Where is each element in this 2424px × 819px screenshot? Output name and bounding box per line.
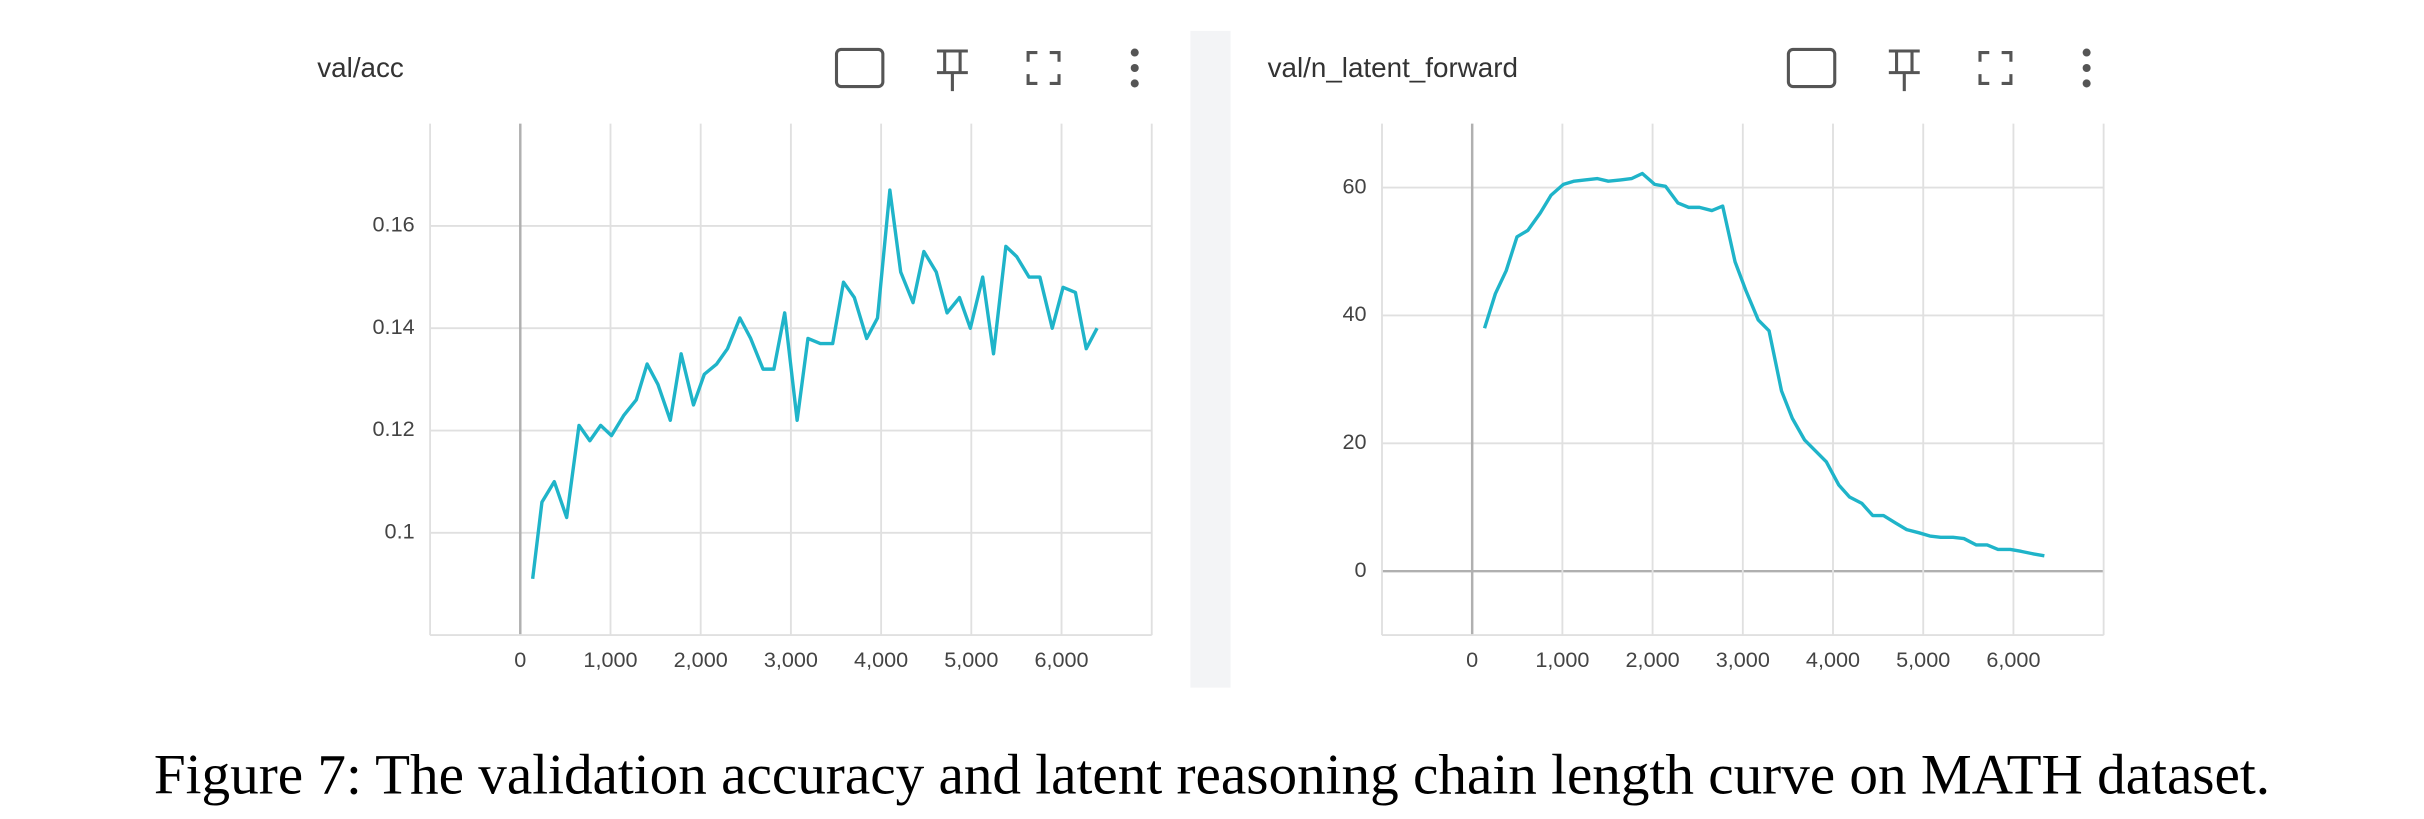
x-tick-label: 3,000 [764,647,818,672]
icon-fit[interactable] [1786,47,1837,89]
y-tick-label: 0.1 [385,519,415,544]
icon-pin[interactable] [1888,49,1920,92]
x-tick-label: 5,000 [944,647,998,672]
x-tick-label: 6,000 [1034,647,1088,672]
y-tick-label: 0 [1354,557,1366,582]
icon-menu[interactable] [1130,48,1139,88]
y-tick-label: 0.16 [373,212,415,237]
icon-fit[interactable] [834,47,885,89]
icon-pin[interactable] [936,49,968,92]
icon-menu[interactable] [2082,48,2091,88]
toolbar [1786,47,2091,92]
chart-title: val/acc [317,52,404,83]
x-tick-label: 4,000 [1806,647,1860,672]
y-tick-label: 40 [1342,301,1366,326]
x-tick-label: 3,000 [1716,647,1770,672]
icon-fullscreen[interactable] [1026,50,1061,85]
x-tick-label: 2,000 [1626,647,1680,672]
x-tick-label: 0 [514,647,526,672]
chart-title: val/n_latent_forward [1268,52,1518,83]
x-tick-label: 6,000 [1986,647,2040,672]
toolbar [834,47,1139,92]
data-line [1482,171,2045,558]
data-line [530,188,1099,580]
y-tick-label: 0.14 [373,314,415,339]
x-tick-label: 0 [1466,647,1478,672]
y-tick-label: 20 [1342,429,1366,454]
x-tick-label: 1,000 [1535,647,1589,672]
x-tick-label: 2,000 [674,647,728,672]
y-tick-label: 60 [1342,173,1366,198]
x-tick-label: 1,000 [583,647,637,672]
caption: Figure 7: The validation accuracy and la… [154,743,2270,806]
icon-fullscreen[interactable] [1978,50,2013,85]
y-tick-label: 0.12 [373,416,415,441]
panel-separator [1190,30,1231,688]
x-tick-label: 5,000 [1896,647,1950,672]
x-tick-label: 4,000 [854,647,908,672]
